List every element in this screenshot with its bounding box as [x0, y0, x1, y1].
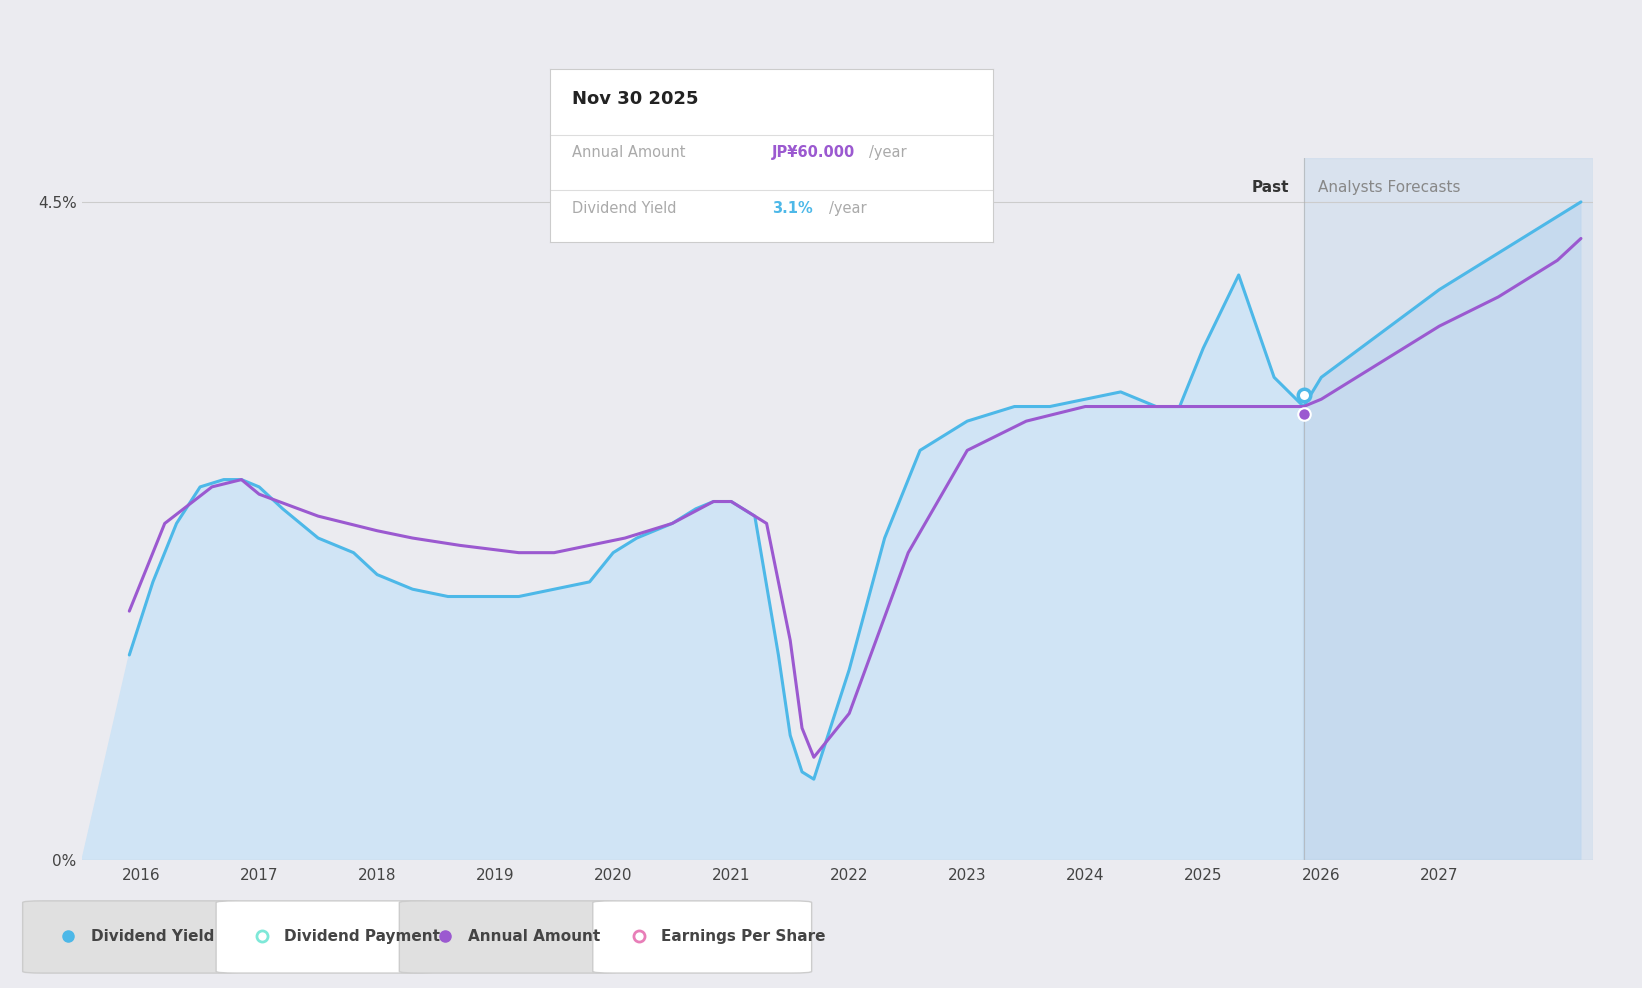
Text: Dividend Yield: Dividend Yield: [573, 201, 677, 215]
Text: Analysts Forecasts: Analysts Forecasts: [1319, 180, 1460, 195]
Text: 3.1%: 3.1%: [772, 201, 813, 215]
Polygon shape: [82, 275, 1304, 860]
Text: Past: Past: [1251, 180, 1289, 195]
Text: Annual Amount: Annual Amount: [468, 929, 599, 944]
FancyBboxPatch shape: [23, 901, 241, 973]
Text: /year: /year: [869, 145, 906, 160]
FancyBboxPatch shape: [593, 901, 811, 973]
Text: JP¥60.000: JP¥60.000: [772, 145, 855, 160]
Text: /year: /year: [829, 201, 867, 215]
Text: Dividend Yield: Dividend Yield: [90, 929, 213, 944]
Text: Dividend Payments: Dividend Payments: [284, 929, 450, 944]
Text: Annual Amount: Annual Amount: [573, 145, 686, 160]
Polygon shape: [1304, 202, 1581, 860]
FancyBboxPatch shape: [217, 901, 435, 973]
Text: Nov 30 2025: Nov 30 2025: [573, 90, 699, 108]
Text: Earnings Per Share: Earnings Per Share: [662, 929, 826, 944]
Bar: [1304, 158, 1593, 860]
FancyBboxPatch shape: [399, 901, 617, 973]
